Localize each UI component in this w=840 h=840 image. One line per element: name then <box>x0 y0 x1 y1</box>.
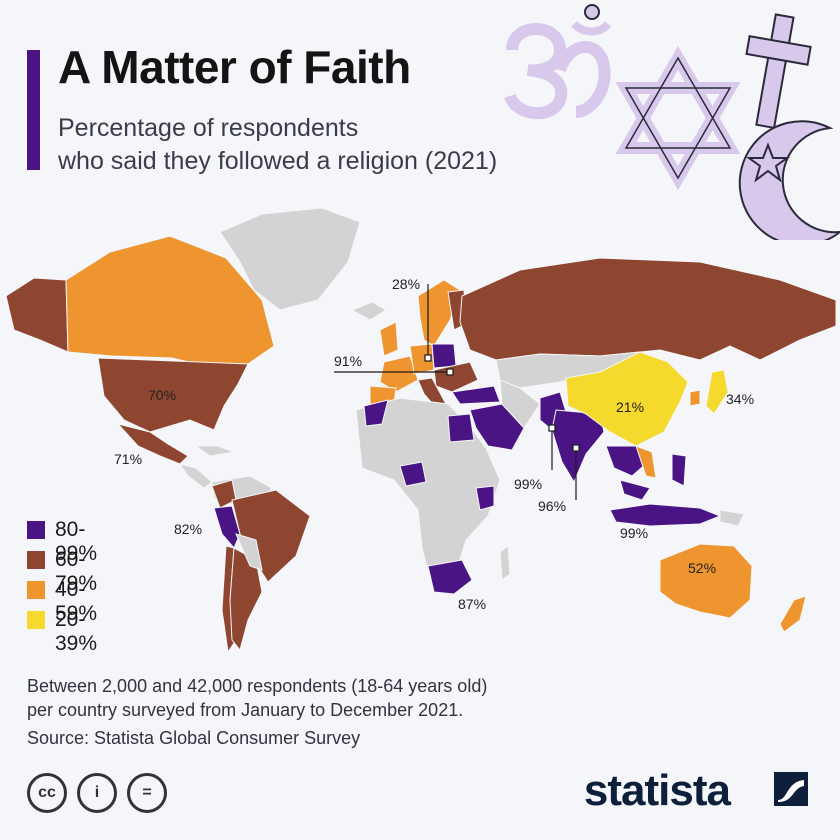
legend-swatch <box>27 521 45 539</box>
region-se-asia <box>605 445 649 477</box>
cc-icon[interactable]: cc <box>27 773 67 813</box>
marker-germany <box>446 368 454 376</box>
region-bolivia-paraguay <box>235 533 263 571</box>
footnote-line-2: per country surveyed from January to Dec… <box>27 700 464 720</box>
legend-label: 80-99% <box>55 518 98 565</box>
country-mexico <box>116 423 189 465</box>
country-egypt <box>447 413 475 443</box>
country-nigeria <box>399 461 427 487</box>
country-morocco <box>363 399 389 427</box>
marker-sweden <box>424 354 432 362</box>
label-germany: 91% <box>334 353 362 369</box>
crescent-star-icon <box>738 120 840 240</box>
om-icon <box>504 4 612 120</box>
country-iceland <box>350 301 387 321</box>
religious-symbols <box>504 4 840 240</box>
page-title: A Matter of Faith <box>58 41 411 93</box>
title-accent-bar <box>27 50 40 170</box>
country-poland <box>431 343 457 369</box>
label-peru: 82% <box>174 521 202 537</box>
label-china: 21% <box>616 399 644 415</box>
legend-label: 20-39% <box>55 608 98 655</box>
country-south-korea <box>689 389 701 407</box>
country-turkey <box>451 385 501 405</box>
subtitle-line-1: Percentage of respondents <box>58 114 359 142</box>
label-usa: 70% <box>148 387 176 403</box>
country-china <box>565 351 689 447</box>
legend-label: 40-59% <box>55 578 98 625</box>
cross-icon <box>745 13 812 130</box>
marker-india <box>572 444 580 452</box>
marker-pakistan <box>548 424 556 432</box>
label-japan: 34% <box>726 391 754 407</box>
country-madagascar <box>499 545 511 581</box>
attribution-icon[interactable]: i <box>77 773 117 813</box>
label-indonesia: 99% <box>620 525 648 541</box>
country-canada <box>65 235 275 367</box>
legend-label: 60-79% <box>55 548 98 595</box>
label-pakistan: 99% <box>514 476 542 492</box>
label-sweden: 28% <box>392 276 420 292</box>
source-text: Source: Statista Global Consumer Survey <box>27 728 361 748</box>
legend-swatch <box>27 611 45 629</box>
country-australia <box>659 543 753 619</box>
label-india: 96% <box>538 498 566 514</box>
country-indonesia <box>609 503 722 527</box>
country-philippines <box>671 453 687 487</box>
country-usa <box>97 357 249 433</box>
region-africa-other <box>355 397 501 587</box>
label-australia: 52% <box>688 560 716 576</box>
statista-logo-icon <box>774 772 808 806</box>
country-kenya <box>475 485 495 511</box>
label-south-africa: 87% <box>458 596 486 612</box>
subtitle-line-2: who said they followed a religion (2021) <box>58 147 498 175</box>
footnote: Between 2,000 and 42,000 respondents (18… <box>27 674 487 750</box>
legend-swatch <box>27 551 45 569</box>
region-caribbean <box>194 445 236 457</box>
world-map: 70% 71% 28% 91% 21% 34% 99% 96% 99% 82% … <box>5 207 837 654</box>
star-of-david-icon <box>615 46 741 190</box>
country-south-africa <box>427 559 473 595</box>
country-japan <box>705 369 729 415</box>
country-uk <box>379 321 399 357</box>
page-subtitle: Percentage of respondents who said they … <box>58 112 618 178</box>
footnote-line-1: Between 2,000 and 42,000 respondents (18… <box>27 676 488 696</box>
legend-swatch <box>27 581 45 599</box>
brand-name: statista <box>583 766 731 815</box>
country-alaska-usa <box>5 277 69 353</box>
region-middle-east-other <box>499 379 541 429</box>
country-new-zealand <box>779 595 807 633</box>
region-central-america <box>178 463 213 489</box>
country-peru <box>213 505 241 549</box>
country-vietnam <box>635 445 657 479</box>
no-derivatives-icon[interactable]: = <box>127 773 167 813</box>
label-mexico: 71% <box>114 451 142 467</box>
country-france <box>379 355 419 393</box>
country-greenland <box>219 207 361 311</box>
country-malaysia <box>619 479 651 501</box>
region-png <box>719 509 745 527</box>
region-eastern-europe <box>433 361 479 393</box>
country-russia <box>459 257 837 361</box>
